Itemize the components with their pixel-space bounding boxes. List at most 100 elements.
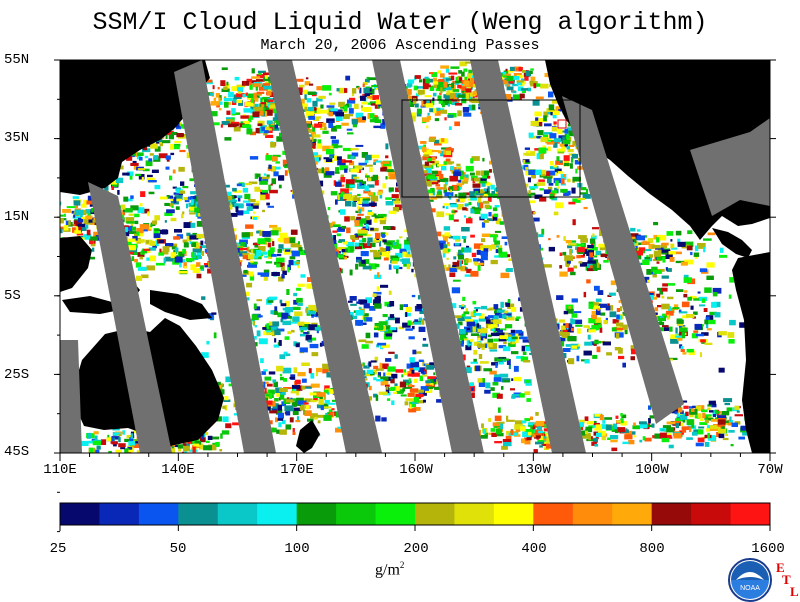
cloud-pixel: [388, 187, 394, 192]
cloud-pixel: [354, 233, 364, 238]
cloud-pixel: [527, 87, 532, 92]
cloud-pixel: [511, 394, 520, 397]
cloud-pixel: [722, 437, 729, 441]
cloud-pixel: [543, 264, 552, 268]
cloud-pixel: [210, 101, 219, 106]
cloud-pixel: [483, 368, 493, 372]
cloud-pixel: [316, 143, 323, 149]
cloud-pixel: [467, 73, 476, 79]
cloud-pixel: [364, 372, 373, 377]
cloud-pixel: [567, 245, 573, 249]
cloud-pixel: [247, 93, 256, 98]
cloud-pixel: [506, 419, 515, 422]
cloud-pixel: [304, 398, 313, 402]
cloud-pixel: [329, 389, 335, 394]
cloud-pixel: [245, 224, 254, 229]
cloud-pixel: [651, 244, 661, 249]
cloud-pixel: [122, 430, 126, 435]
cloud-pixel: [387, 316, 395, 321]
cloud-pixel: [269, 224, 278, 228]
cloud-pixel: [697, 291, 701, 294]
cloud-pixel: [504, 310, 509, 316]
cloud-pixel: [576, 255, 581, 259]
cloud-pixel: [661, 249, 671, 253]
cloud-pixel: [374, 295, 381, 302]
cloud-pixel: [679, 327, 688, 332]
cloud-pixel: [60, 214, 64, 217]
cloud-pixel: [693, 330, 699, 333]
cloud-pixel: [315, 371, 318, 377]
cloud-pixel: [501, 386, 504, 390]
cloud-pixel: [457, 98, 460, 103]
cloud-pixel: [691, 333, 698, 339]
cloud-pixel: [112, 432, 121, 436]
cloud-pixel: [343, 113, 350, 120]
cloud-pixel: [388, 290, 392, 295]
cloud-pixel: [464, 274, 472, 277]
cloud-pixel: [231, 108, 236, 114]
cloud-pixel: [516, 355, 525, 359]
cloud-pixel: [304, 94, 307, 100]
cloud-pixel: [134, 258, 138, 263]
cloud-pixel: [253, 92, 257, 99]
cloud-pixel: [494, 240, 500, 245]
cloud-pixel: [186, 258, 195, 262]
cloud-pixel: [368, 263, 377, 270]
cloud-pixel: [437, 70, 442, 74]
cloud-pixel: [331, 408, 335, 411]
cloud-pixel: [603, 260, 609, 263]
cloud-pixel: [437, 188, 442, 194]
cloud-pixel: [439, 178, 449, 182]
cloud-pixel: [256, 106, 264, 111]
cloud-pixel: [600, 253, 608, 258]
cloud-pixel: [263, 276, 269, 281]
cloud-pixel: [522, 70, 526, 73]
cloud-pixel: [648, 254, 654, 258]
cloud-pixel: [426, 125, 429, 129]
cloud-pixel: [300, 330, 304, 333]
cloud-pixel: [291, 401, 297, 407]
cloud-pixel: [591, 314, 597, 320]
cloud-pixel: [466, 385, 476, 392]
cloud-pixel: [468, 69, 473, 74]
cloud-pixel: [281, 312, 289, 319]
cloud-pixel: [151, 169, 159, 173]
cloud-pixel: [301, 378, 307, 383]
cloud-pixel: [278, 390, 286, 396]
cloud-pixel: [543, 428, 549, 432]
cloud-pixel: [243, 81, 246, 86]
cloud-pixel: [254, 103, 259, 109]
cloud-pixel: [497, 407, 501, 413]
cloud-pixel: [390, 260, 393, 264]
cloud-pixel: [296, 342, 301, 345]
cloud-pixel: [692, 431, 698, 436]
cloud-pixel: [511, 395, 516, 399]
cloud-pixel: [526, 398, 531, 402]
cloud-pixel: [602, 341, 611, 346]
cloud-pixel: [63, 225, 69, 231]
cloud-pixel: [265, 154, 272, 161]
cloud-pixel: [689, 427, 692, 433]
cloud-pixel: [130, 205, 139, 211]
cloud-pixel: [487, 186, 490, 191]
cloud-pixel: [372, 116, 379, 121]
cloud-pixel: [418, 317, 423, 321]
cloud-pixel: [479, 180, 487, 184]
cloud-pixel: [644, 257, 651, 260]
cloud-pixel: [500, 423, 504, 430]
cloud-pixel: [131, 226, 137, 231]
cloud-pixel: [268, 99, 274, 103]
cloud-pixel: [395, 197, 400, 201]
cloud-pixel: [101, 439, 107, 445]
cloud-pixel: [483, 193, 488, 198]
cloud-pixel: [593, 302, 599, 306]
cloud-pixel: [250, 106, 255, 111]
cloud-pixel: [373, 159, 379, 162]
cloud-pixel: [236, 93, 245, 98]
cloud-pixel: [607, 303, 610, 308]
cloud-pixel: [373, 125, 381, 129]
cloud-pixel: [643, 424, 652, 427]
cloud-pixel: [295, 379, 301, 385]
cloud-pixel: [425, 167, 432, 174]
cloud-pixel: [207, 435, 213, 440]
